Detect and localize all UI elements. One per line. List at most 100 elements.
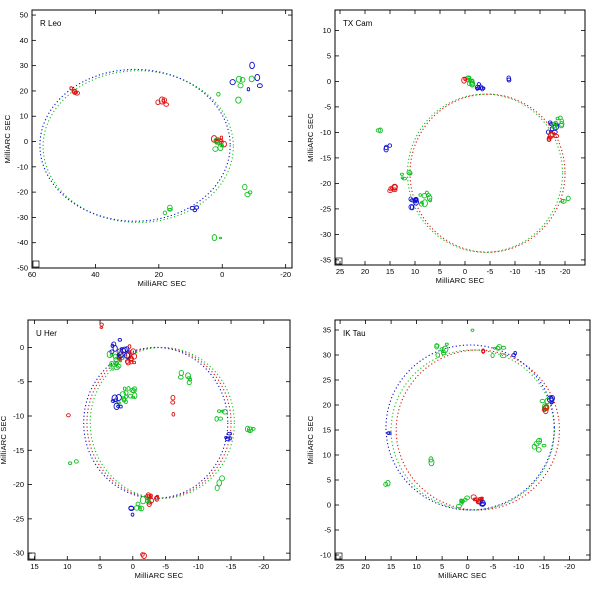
maser-spot (506, 77, 512, 83)
maser-spot (377, 127, 383, 134)
maser-cluster (133, 496, 151, 512)
maser-spot (140, 552, 145, 557)
y-tick-label: 5 (327, 51, 331, 60)
maser-spot (131, 395, 136, 399)
maser-cluster (144, 492, 160, 508)
maser-spot (480, 501, 487, 506)
plot-frame (27, 319, 291, 561)
maser-spot (178, 369, 185, 376)
x-tick-label: 0 (131, 562, 135, 571)
maser-spot (235, 75, 243, 83)
maser-spot (113, 402, 120, 410)
y-tick-label: 10 (323, 451, 331, 460)
maser-cluster (177, 369, 193, 386)
x-tick-label: -20 (258, 562, 269, 571)
maser-spot (480, 85, 485, 92)
x-tick-label: 15 (387, 562, 395, 571)
maser-spot (500, 345, 507, 350)
y-axis-label: MilliARC SEC (0, 415, 8, 464)
maser-cluster (99, 322, 104, 329)
plot-frame (334, 9, 586, 266)
x-tick-label: 20 (155, 270, 163, 279)
maser-spot (146, 500, 152, 508)
maser-spot (560, 198, 567, 204)
chart-svg: 60 40 20 0 -20 50 40 30 20 10 0 -10 -20 -30 -40 -50 R Le… (3, 9, 293, 288)
x-tick-label: 15 (30, 562, 38, 571)
x-tick-label: -20 (280, 270, 291, 279)
y-tick-label: 25 (323, 376, 331, 385)
maser-spot (408, 196, 413, 202)
maser-spot (163, 102, 169, 107)
maser-cluster (387, 183, 398, 194)
y-tick-label: -15 (13, 446, 24, 455)
y-tick-label: -10 (320, 128, 331, 137)
y-tick-label: -30 (17, 213, 28, 222)
maser-spot (229, 79, 236, 86)
maser-cluster (69, 86, 80, 96)
y-tick-label: -15 (320, 153, 331, 162)
y-tick-label: 0 (327, 77, 331, 86)
x-tick-label: -10 (510, 267, 521, 276)
maser-spot (113, 362, 119, 367)
maser-spot (126, 386, 131, 391)
maser-cluster (162, 204, 173, 216)
y-tick-label: 0 (327, 501, 331, 510)
maser-cluster (229, 61, 263, 92)
x-tick-label: 10 (412, 562, 420, 571)
maser-spot (116, 353, 121, 357)
maser-spot (123, 394, 129, 399)
y-tick-label: -20 (13, 480, 24, 489)
maser-cluster (128, 505, 135, 517)
maser-spot (244, 191, 251, 198)
maser-spot (129, 387, 136, 393)
maser-spot (128, 356, 134, 362)
maser-spot (555, 116, 560, 121)
panel-u-her: 15 10 5 0 -5 -10 -15 -20 0 -5 -10 -15 -20 -25 -30 U Her… (0, 300, 300, 590)
maser-spot (217, 409, 222, 413)
x-axis-label: MilliARC SEC (135, 571, 184, 580)
x-tick-label: 0 (466, 562, 470, 571)
maser-cluster (224, 431, 233, 442)
maser-spot (470, 328, 475, 332)
y-tick-label: -5 (324, 102, 331, 111)
y-tick-label: -10 (320, 551, 331, 560)
maser-spot (538, 438, 542, 443)
x-tick-label: -20 (564, 562, 575, 571)
maser-cluster (109, 338, 131, 359)
maser-spot (158, 96, 166, 105)
maser-spot (418, 193, 423, 197)
y-tick-label: -20 (17, 188, 28, 197)
maser-cluster (511, 351, 517, 358)
maser-spot (212, 146, 219, 152)
maser-spot (428, 456, 434, 463)
x-tick-label: 60 (28, 270, 36, 279)
maser-spot (185, 372, 191, 380)
maser-spot (155, 99, 161, 106)
chart-title: U Her (36, 329, 57, 338)
y-tick-label: 30 (323, 351, 331, 360)
maser-spot (211, 234, 218, 242)
x-tick-label: -5 (490, 562, 497, 571)
maser-cluster (531, 437, 547, 453)
maser-spot (237, 82, 244, 89)
maser-spot (219, 135, 224, 140)
maser-spot (99, 322, 104, 327)
maser-spot (474, 84, 481, 91)
maser-spot (246, 87, 251, 92)
y-tick-label: 40 (20, 36, 28, 45)
maser-spot (123, 352, 131, 359)
x-tick-label: -15 (535, 267, 546, 276)
x-tick-label: 20 (361, 562, 369, 571)
x-tick-label: -5 (162, 562, 169, 571)
maser-spot (235, 96, 242, 104)
y-tick-label: -25 (320, 204, 331, 213)
maser-spot (219, 475, 225, 482)
beam-marker (335, 257, 343, 265)
maser-spot (216, 91, 221, 97)
panel-r-leo: 60 40 20 0 -20 50 40 30 20 10 0 -10 -20 -30 -40 -50 R Le… (0, 0, 300, 290)
green-ring (42, 70, 234, 224)
maser-cluster (408, 196, 419, 211)
maser-spot (247, 428, 252, 433)
maser-spot (116, 404, 120, 408)
x-axis-label: MilliARC SEC (436, 276, 485, 285)
